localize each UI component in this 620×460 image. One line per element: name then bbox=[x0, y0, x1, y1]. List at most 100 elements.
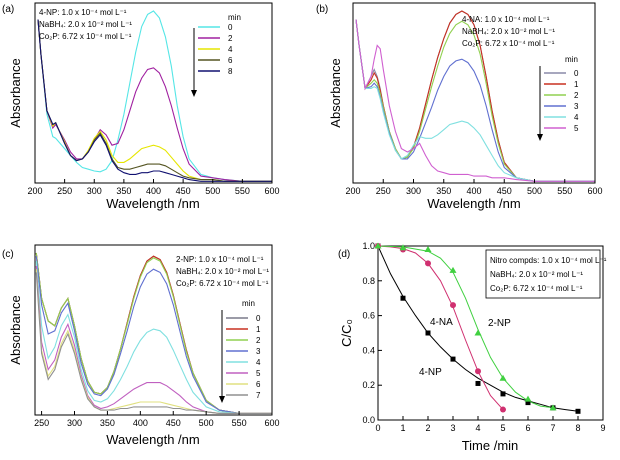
panel-b-series-4 bbox=[355, 19, 595, 182]
panel-c-series-6 bbox=[35, 269, 272, 414]
panel-a-annotation-1: 4-NP: 1.0 x 10⁻⁴ mol L⁻¹ bbox=[39, 8, 127, 17]
panel-b-ylabel: Absorbance bbox=[328, 58, 343, 127]
panel-d: (d) 0 1 2 3 4 5 6 7 8 9 0.0 0.2 0.4 0.6 0.8 1.0 Time /m… bbox=[338, 241, 607, 453]
panel-a-series-8 bbox=[37, 19, 272, 182]
panel-b-xlabel: Wavelength /nm bbox=[427, 196, 520, 211]
curve-label-4-np: 4-NP bbox=[419, 367, 442, 378]
panel-b-xtick-label: 500 bbox=[527, 186, 542, 196]
panel-d-xtick-label: 1 bbox=[400, 423, 405, 433]
panel-b-annotation-1: 4-NA: 1.0 x 10⁻⁴ mol L⁻¹ bbox=[462, 15, 550, 24]
panel-d-xtick-label: 0 bbox=[375, 423, 380, 433]
panel-c-series-4 bbox=[35, 261, 272, 414]
panel-a-xtick-label: 400 bbox=[146, 186, 161, 196]
panel-c-ylabel: Absorbance bbox=[8, 295, 23, 364]
data-point-2-NP bbox=[424, 245, 432, 252]
data-point-2-NP bbox=[549, 404, 557, 411]
data-point-2-NP bbox=[499, 374, 507, 381]
panel-c-xtick-label: 350 bbox=[100, 418, 115, 428]
panel-c-series-2 bbox=[35, 252, 272, 414]
panel-d-xtick-label: 4 bbox=[475, 423, 480, 433]
data-point-4-NA bbox=[475, 368, 481, 375]
curve-label-4-na: 4-NA bbox=[430, 317, 453, 328]
panel-a-legend: 0 2 4 6 8 bbox=[198, 23, 233, 76]
panel-b-arrow-head bbox=[537, 134, 543, 141]
panel-b-legend-title: min bbox=[565, 55, 578, 64]
panel-a-legend-label: 0 bbox=[228, 23, 233, 32]
panel-b-xtick-label: 400 bbox=[466, 186, 481, 196]
panel-a-xlabel: Wavelength /nm bbox=[106, 196, 199, 211]
panel-d-points bbox=[374, 242, 581, 414]
panel-b-series-0 bbox=[355, 10, 595, 182]
panel-c-xticks: 250 300 350 400 450 500 550 600 bbox=[34, 411, 280, 428]
panel-a-xtick-label: 350 bbox=[116, 186, 131, 196]
panel-c-label: (c) bbox=[2, 249, 14, 260]
panel-a-traces bbox=[37, 10, 272, 182]
panel-a-xtick-label: 600 bbox=[264, 186, 279, 196]
panel-a-xtick-label: 550 bbox=[235, 186, 250, 196]
panel-c-xtick-label: 500 bbox=[199, 418, 214, 428]
panel-b-xtick-label: 600 bbox=[587, 186, 602, 196]
panel-d-ticks: 0 1 2 3 4 5 6 7 8 9 0.0 0.2 0.4 0.6 0.8 1.0 bbox=[362, 241, 605, 433]
panel-c-xtick-label: 300 bbox=[67, 418, 82, 428]
panel-c-series-0 bbox=[35, 252, 272, 414]
panel-a-xtick-label: 500 bbox=[205, 186, 220, 196]
panel-c-legend: 0 1 2 3 4 5 6 7 bbox=[226, 314, 261, 400]
data-point-4-NA bbox=[425, 260, 431, 267]
panel-a-xticks: 200 250 300 350 400 450 500 550 600 bbox=[27, 179, 280, 196]
panel-d-ytick-label: 0.0 bbox=[362, 415, 375, 425]
panel-c-legend-label: 6 bbox=[256, 380, 261, 389]
panel-d-ytick-label: 1.0 bbox=[362, 241, 375, 251]
panel-d-frame bbox=[377, 245, 604, 421]
panel-d-ylabel: C/C₀ bbox=[339, 319, 354, 347]
panel-c-annotation-1: 2-NP: 1.0 x 10⁻⁴ mol L⁻¹ bbox=[176, 255, 264, 264]
panel-c-series-7 bbox=[35, 272, 272, 414]
panel-c-legend-label: 7 bbox=[256, 391, 261, 400]
data-point-4-NP bbox=[450, 356, 456, 362]
panel-c-arrow-head bbox=[219, 396, 225, 403]
panel-d-annotation-3: Co₂P: 6.72 x 10⁻⁴ mol L⁻¹ bbox=[490, 284, 583, 293]
panel-a-label: (a) bbox=[2, 4, 14, 15]
panel-b-legend-label: 3 bbox=[574, 102, 579, 111]
panel-d-annotation-box bbox=[485, 249, 601, 299]
panel-d-ytick-label: 0.4 bbox=[362, 345, 375, 355]
panel-c-xtick-label: 400 bbox=[133, 418, 148, 428]
panel-d-xtick-label: 3 bbox=[450, 423, 455, 433]
panel-d-xtick-label: 8 bbox=[575, 423, 580, 433]
panel-d-ytick-label: 0.2 bbox=[362, 380, 375, 390]
panel-c-series-1 bbox=[35, 252, 272, 414]
panel-a-annotation-3: Co₂P: 6.72 x 10⁻⁴ mol L⁻¹ bbox=[39, 32, 132, 41]
panel-b-label: (b) bbox=[316, 4, 328, 15]
data-point-2-NP bbox=[474, 329, 482, 336]
panel-b-xtick-label: 250 bbox=[376, 186, 391, 196]
panel-b-legend: 0 1 2 3 4 5 bbox=[544, 69, 579, 133]
panel-c-annotation-3: Co₂P: 6.72 x 10⁻⁴ mol L⁻¹ bbox=[176, 279, 269, 288]
panel-c-legend-label: 4 bbox=[256, 358, 261, 367]
panel-b-series-2 bbox=[355, 19, 595, 182]
data-point-4-NP bbox=[475, 380, 481, 386]
panel-c-series-3 bbox=[35, 256, 272, 414]
panel-a-xtick-label: 300 bbox=[87, 186, 102, 196]
panel-c-xtick-label: 550 bbox=[232, 418, 247, 428]
panel-c-xtick-label: 450 bbox=[166, 418, 181, 428]
panel-d-xtick-label: 9 bbox=[600, 423, 605, 433]
panel-c-legend-label: 3 bbox=[256, 347, 261, 356]
data-point-2-NP bbox=[399, 244, 407, 251]
curve-label-2-np: 2-NP bbox=[488, 318, 511, 329]
fit-curve-4-NA bbox=[377, 245, 504, 410]
panel-b-annotation-2: NaBH₄: 2.0 x 10⁻² mol L⁻¹ bbox=[462, 27, 555, 36]
panel-b-series-1 bbox=[355, 10, 595, 182]
panel-c-legend-title: min bbox=[242, 299, 255, 308]
panel-b-xticks: 200 250 300 350 400 450 500 550 600 bbox=[345, 179, 603, 196]
panel-c-legend-label: 5 bbox=[256, 369, 261, 378]
panel-b-annotation-3: Co₂P: 6.72 x 10⁻⁴ mol L⁻¹ bbox=[462, 39, 555, 48]
panel-d-xtick-label: 7 bbox=[550, 423, 555, 433]
panel-a-legend-title: min bbox=[228, 13, 241, 22]
panel-a-legend-label: 8 bbox=[228, 67, 233, 76]
panel-b-legend-label: 5 bbox=[574, 124, 579, 133]
panel-d-xtick-label: 6 bbox=[525, 423, 530, 433]
panel-a-annotation-2: NaBH₄: 2.0 x 10⁻² mol L⁻¹ bbox=[39, 20, 132, 29]
data-point-2-NP bbox=[449, 266, 457, 273]
data-point-2-NP bbox=[524, 395, 532, 402]
panel-a-legend-label: 6 bbox=[228, 56, 233, 65]
data-point-2-NP bbox=[374, 242, 382, 249]
